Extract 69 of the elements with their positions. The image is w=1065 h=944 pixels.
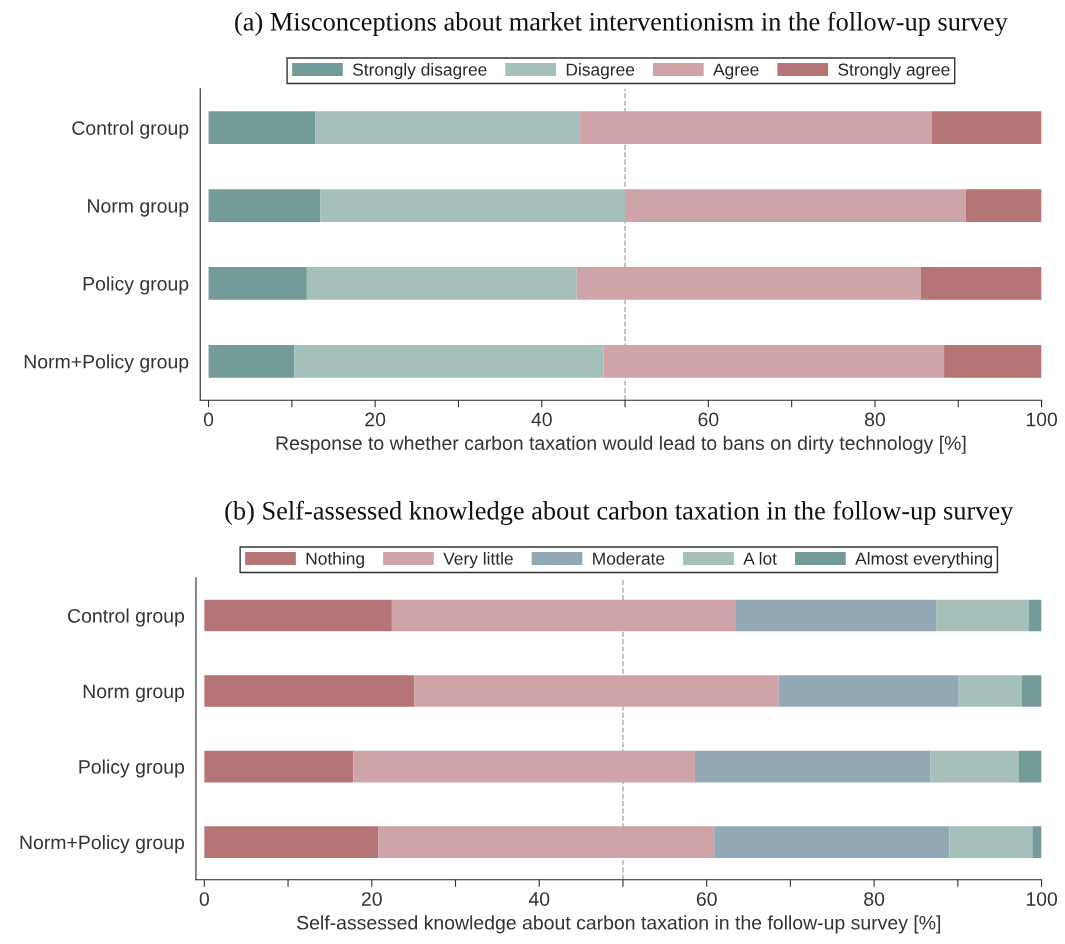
bar	[208, 344, 295, 378]
bar	[204, 599, 392, 632]
x-tick-label: 100	[1026, 892, 1058, 906]
bar	[391, 599, 736, 632]
legend-label: Disagree	[566, 63, 635, 80]
legend-label: Very little	[443, 552, 513, 569]
bar	[965, 189, 1042, 222]
legend-label: Agree	[713, 63, 759, 80]
x-tick-label: 0	[203, 412, 214, 427]
bar	[294, 344, 604, 378]
y-tick-label: Control group	[72, 120, 189, 139]
bar	[306, 267, 577, 300]
x-tick-label: 80	[865, 412, 886, 427]
bar	[204, 826, 379, 858]
bar	[936, 599, 1030, 632]
bar	[315, 111, 581, 145]
bar	[320, 189, 626, 222]
legend-label: A lot	[743, 552, 777, 565]
legend-label: Strongly agree	[838, 63, 950, 80]
bar	[778, 675, 959, 707]
bar	[714, 826, 950, 858]
x-tick-label: 20	[365, 412, 386, 427]
y-tick-label: Norm group	[83, 684, 185, 703]
bar	[944, 344, 1042, 378]
bar	[694, 750, 931, 783]
x-tick-label: 100	[1026, 412, 1058, 427]
x-tick-label: 40	[531, 412, 552, 427]
bar	[204, 675, 415, 707]
legend-label: Strongly disagree	[352, 63, 487, 80]
bar	[735, 599, 937, 632]
bar	[414, 675, 779, 707]
bar	[920, 267, 1042, 300]
bar	[208, 267, 307, 300]
legend-label: Nothing	[306, 552, 364, 569]
bar	[625, 189, 966, 222]
bar	[208, 189, 321, 222]
bar	[1021, 675, 1042, 707]
x-tick-label: 20	[361, 892, 382, 906]
bar	[1029, 599, 1042, 632]
bar	[208, 111, 316, 145]
legend-label: Moderate	[593, 552, 665, 565]
bar	[378, 826, 715, 858]
bar	[580, 111, 932, 145]
legend-label: Almost everything	[855, 552, 992, 569]
y-tick-label: Norm group	[88, 199, 189, 217]
chart-title: (b) Self-assessed knowledge about carbon taxation in the follow-up survey	[225, 500, 1014, 526]
bar	[931, 111, 1042, 145]
y-tick-label: Norm+Policy group	[24, 354, 189, 373]
chart-title: (a) Misconceptions about market interventionism in the follow-up survey	[235, 11, 1008, 37]
y-tick-label: Control group	[68, 608, 185, 627]
bar	[1032, 826, 1042, 858]
bar	[576, 267, 921, 300]
x-tick-label: 60	[698, 412, 719, 427]
x-tick-label: 40	[528, 892, 550, 906]
x-tick-label: 0	[199, 892, 209, 906]
bar	[1018, 750, 1042, 783]
x-tick-label: 60	[696, 892, 717, 906]
bar	[930, 750, 1019, 783]
y-tick-label: Norm+Policy group	[20, 835, 185, 854]
y-tick-label: Policy group	[79, 759, 185, 778]
x-axis-title: Self-assessed knowledge about carbon taxation in the follow-up survey [%]	[297, 915, 941, 934]
bar	[204, 750, 354, 783]
bar	[958, 675, 1022, 707]
y-tick-label: Policy group	[83, 276, 189, 295]
bar	[603, 344, 945, 378]
bar	[949, 826, 1033, 858]
bar	[353, 750, 695, 783]
x-tick-label: 80	[864, 892, 885, 906]
x-axis-title: Response to whether carbon taxation would lead to bans on dirty technology [%]	[276, 435, 966, 454]
